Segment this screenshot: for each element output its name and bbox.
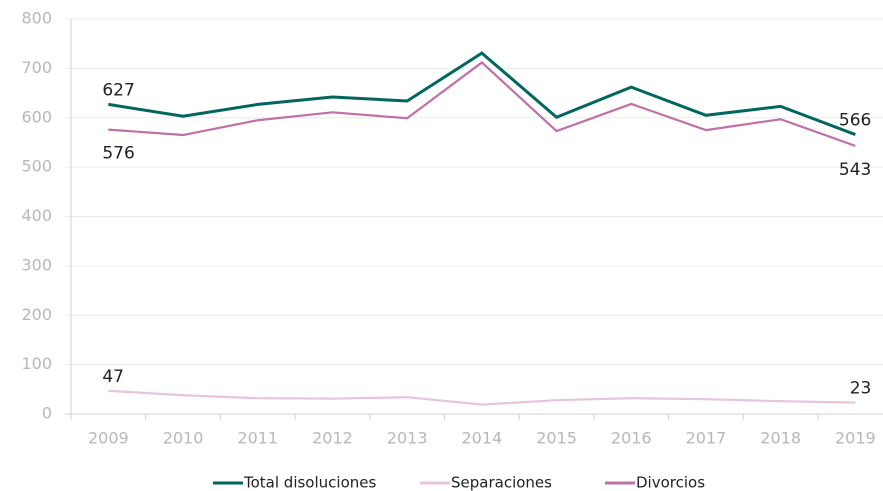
legend-label: Divorcios — [636, 474, 705, 491]
data-label: 576 — [102, 144, 134, 164]
x-tick-label: 2013 — [387, 429, 428, 448]
x-tick-label: 2019 — [835, 429, 876, 448]
x-tick-label: 2014 — [461, 429, 502, 448]
data-label: 47 — [102, 367, 124, 387]
x-tick-label: 2012 — [312, 429, 353, 448]
y-tick-label: 300 — [21, 255, 52, 274]
y-tick-label: 200 — [21, 305, 52, 324]
legend-label: Total disoluciones — [243, 474, 376, 491]
y-tick-label: 100 — [21, 354, 52, 373]
x-tick-label: 2009 — [88, 429, 129, 448]
data-label: 627 — [102, 80, 134, 100]
y-tick-label: 400 — [21, 206, 52, 225]
data-label: 566 — [839, 111, 871, 131]
data-label: 543 — [839, 160, 871, 180]
x-tick-label: 2016 — [611, 429, 652, 448]
y-tick-label: 500 — [21, 157, 52, 176]
x-tick-label: 2011 — [237, 429, 278, 448]
series-line — [108, 61, 856, 147]
y-tick-label: 700 — [21, 58, 52, 77]
legend-label: Separaciones — [451, 474, 552, 491]
x-tick-label: 2015 — [536, 429, 577, 448]
x-tick-label: 2018 — [760, 429, 801, 448]
data-label: 23 — [850, 379, 872, 399]
x-tick-label: 2017 — [686, 429, 727, 448]
x-tick-label: 2010 — [163, 429, 204, 448]
y-tick-label: 600 — [21, 107, 52, 126]
y-tick-label: 800 — [21, 9, 52, 28]
y-tick-label: 0 — [42, 404, 52, 423]
series-line — [108, 51, 856, 136]
series-line — [108, 389, 856, 406]
